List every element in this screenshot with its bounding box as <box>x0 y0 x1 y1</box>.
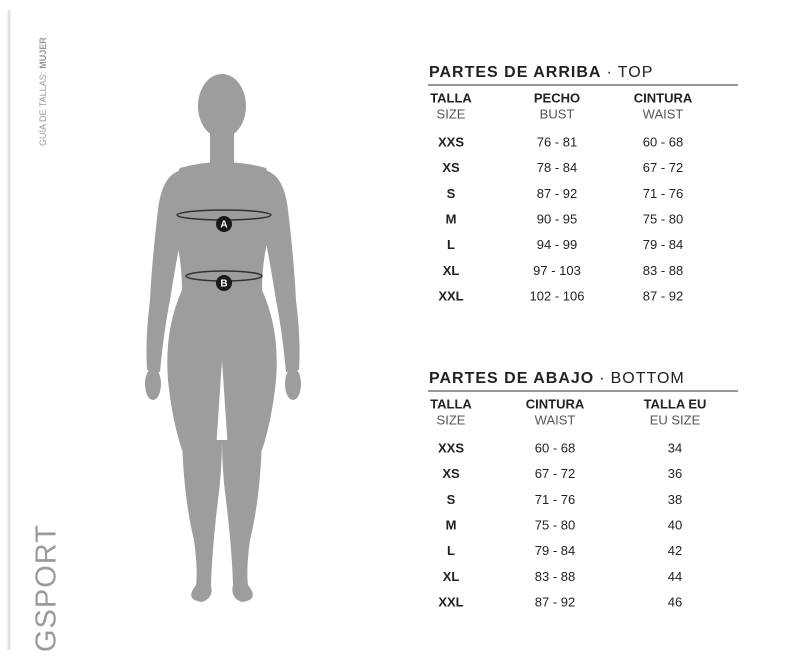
title-main: PARTES DE ARRIBA <box>429 64 601 81</box>
marker-b <box>216 275 232 291</box>
column-header: TALLA <box>430 90 472 105</box>
measure-cell: 79 - 84 <box>535 543 575 558</box>
column-subheader: EU SIZE <box>650 412 701 427</box>
measure-cell: 38 <box>668 492 682 507</box>
silhouette <box>145 74 301 602</box>
measure-cell: 71 - 76 <box>535 492 575 507</box>
measure-cell: 40 <box>668 518 682 533</box>
size-cell: S <box>447 492 456 507</box>
size-cell: XXS <box>438 440 464 455</box>
measure-cell: 102 - 106 <box>530 289 585 304</box>
column-subheader: BUST <box>540 106 575 121</box>
title-sub: BOTTOM <box>611 370 685 387</box>
marker-a <box>216 216 232 232</box>
column-subheader: WAIST <box>535 412 576 427</box>
column-header: TALLA <box>430 396 472 411</box>
measure-cell: 76 - 81 <box>537 134 577 149</box>
measure-cell: 97 - 103 <box>533 263 581 278</box>
size-cell: S <box>447 186 456 201</box>
column-header: PECHO <box>534 90 580 105</box>
title-separator: · <box>599 370 605 387</box>
size-cell: XL <box>443 569 460 584</box>
measure-cell: 42 <box>668 543 682 558</box>
measure-cell: 36 <box>668 466 682 481</box>
measure-cell: 46 <box>668 595 682 610</box>
measure-cell: 67 - 72 <box>643 160 683 175</box>
table-title: PARTES DE ABAJO · BOTTOM <box>429 370 685 387</box>
measure-cell: 87 - 92 <box>537 186 577 201</box>
measure-cell: 34 <box>668 440 682 455</box>
column-header: CINTURA <box>526 396 585 411</box>
guide-label: GUÍA DE TALLAS: <box>38 72 48 146</box>
guide-caption: GUÍA DE TALLAS: MUJER <box>38 37 48 146</box>
measure-cell: 87 - 92 <box>535 595 575 610</box>
measure-cell: 67 - 72 <box>535 466 575 481</box>
measure-cell: 83 - 88 <box>535 569 575 584</box>
brand: GSPORT <box>31 524 63 652</box>
measure-cell: 71 - 76 <box>643 186 683 201</box>
measure-cell: 94 - 99 <box>537 237 577 252</box>
size-cell: L <box>447 543 455 558</box>
marker-a-label: A <box>220 220 227 231</box>
column-subheader: SIZE <box>437 106 466 121</box>
measure-cell: 79 - 84 <box>643 237 683 252</box>
size-cell: XXL <box>438 289 463 304</box>
size-cell: M <box>446 212 457 227</box>
column-subheader: SIZE <box>437 412 466 427</box>
measure-cell: 44 <box>668 569 682 584</box>
title-main: PARTES DE ABAJO <box>429 370 594 387</box>
size-cell: XS <box>442 160 460 175</box>
measure-cell: 90 - 95 <box>537 212 577 227</box>
size-cell: L <box>447 237 455 252</box>
measure-cell: 75 - 80 <box>535 518 575 533</box>
guide-gender: MUJER <box>38 37 48 69</box>
measure-cell: 83 - 88 <box>643 263 683 278</box>
measure-cell: 75 - 80 <box>643 212 683 227</box>
size-cell: XXS <box>438 134 464 149</box>
measure-cell: 60 - 68 <box>643 134 683 149</box>
table-title: PARTES DE ARRIBA · TOP <box>429 64 653 81</box>
measure-cell: 87 - 92 <box>643 289 683 304</box>
size-cell: XL <box>443 263 460 278</box>
size-cell: XXL <box>438 595 463 610</box>
column-header: TALLA EU <box>644 396 707 411</box>
title-sub: TOP <box>618 64 654 81</box>
measure-cell: 60 - 68 <box>535 440 575 455</box>
column-subheader: WAIST <box>643 106 684 121</box>
size-cell: M <box>446 518 457 533</box>
measure-cell: 78 - 84 <box>537 160 577 175</box>
size-cell: XS <box>442 466 460 481</box>
column-header: CINTURA <box>634 90 693 105</box>
title-separator: · <box>606 64 612 81</box>
marker-b-label: B <box>220 279 227 290</box>
